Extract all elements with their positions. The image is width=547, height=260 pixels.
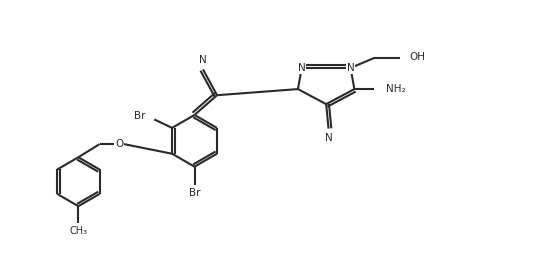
- Text: N: N: [324, 133, 333, 143]
- Text: OH: OH: [410, 52, 426, 62]
- Text: N: N: [298, 63, 306, 73]
- Text: NH₂: NH₂: [386, 84, 405, 94]
- Text: Br: Br: [134, 111, 146, 121]
- Text: CH₃: CH₃: [69, 226, 88, 236]
- Text: O: O: [115, 139, 124, 149]
- Text: N: N: [199, 55, 206, 65]
- Text: N: N: [347, 63, 354, 73]
- Text: Br: Br: [189, 188, 200, 198]
